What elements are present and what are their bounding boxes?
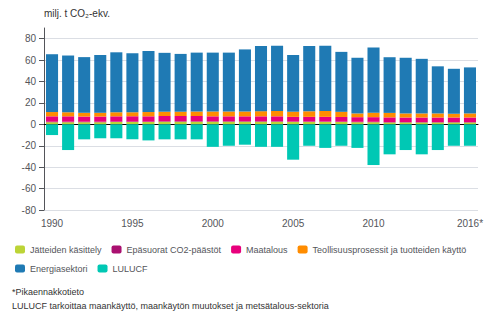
svg-text:80: 80 bbox=[25, 33, 37, 44]
svg-text:Epäsuorat CO2-päästöt: Epäsuorat CO2-päästöt bbox=[127, 245, 222, 255]
svg-text:Jätteiden käsittely: Jätteiden käsittely bbox=[30, 245, 102, 255]
svg-text:Maatalous: Maatalous bbox=[246, 245, 288, 255]
svg-text:-80: -80 bbox=[22, 205, 37, 216]
svg-text:-40: -40 bbox=[22, 162, 37, 173]
svg-text:LULUCF tarkoittaa maankäyttö,: LULUCF tarkoittaa maankäyttö, maankäytön… bbox=[12, 301, 329, 311]
svg-text:*Pikaennakkotieto: *Pikaennakkotieto bbox=[12, 287, 84, 297]
svg-text:-20: -20 bbox=[22, 140, 37, 151]
svg-text:2010: 2010 bbox=[362, 218, 385, 229]
svg-text:2016*: 2016* bbox=[457, 218, 483, 229]
svg-text:1995: 1995 bbox=[121, 218, 144, 229]
svg-text:LULUCF: LULUCF bbox=[113, 264, 149, 274]
svg-text:Teollisuusprosessit ja tuottei: Teollisuusprosessit ja tuotteiden käyttö bbox=[313, 245, 467, 255]
svg-text:60: 60 bbox=[25, 55, 37, 66]
svg-text:-60: -60 bbox=[22, 183, 37, 194]
svg-text:milj. t CO₂-ekv.: milj. t CO₂-ekv. bbox=[44, 8, 110, 19]
svg-text:2005: 2005 bbox=[282, 218, 305, 229]
svg-text:Energiasektori: Energiasektori bbox=[30, 264, 88, 274]
svg-text:2000: 2000 bbox=[202, 218, 225, 229]
svg-text:1990: 1990 bbox=[41, 218, 64, 229]
svg-text:40: 40 bbox=[25, 76, 37, 87]
svg-text:0: 0 bbox=[30, 119, 36, 130]
svg-text:20: 20 bbox=[25, 97, 37, 108]
